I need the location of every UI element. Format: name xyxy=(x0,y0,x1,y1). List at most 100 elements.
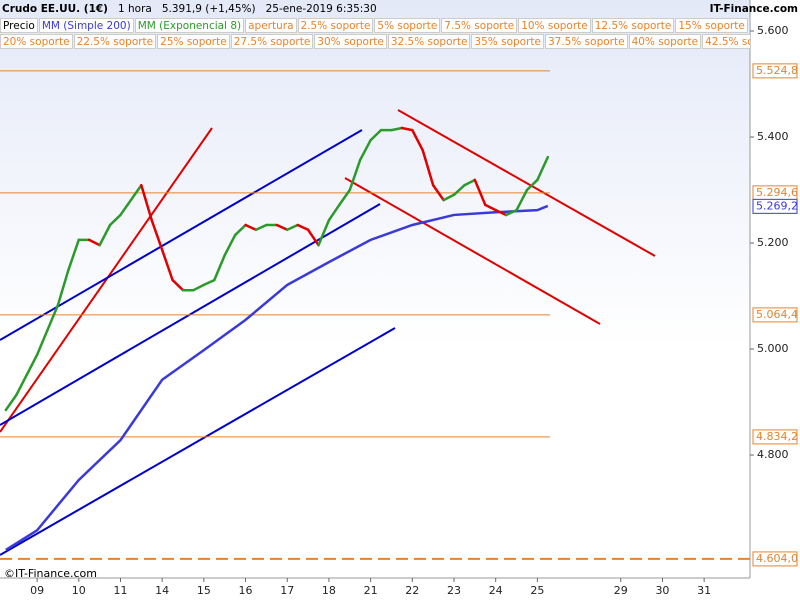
x-tick-label: 22 xyxy=(405,584,419,597)
ema8-segment xyxy=(98,223,112,247)
ema8-segment xyxy=(452,183,466,197)
x-tick-label: 09 xyxy=(30,584,44,597)
ema8-segment xyxy=(296,223,310,232)
trendline xyxy=(0,127,213,433)
header: Crudo EE.UU. (1€) 1 hora 5.391,9 (+1,45%… xyxy=(0,2,800,17)
legend-item: 7.5% soporte xyxy=(441,18,518,33)
level-label: 4.834,2 xyxy=(756,430,798,443)
ema8-segment xyxy=(327,203,341,222)
ema8-segment xyxy=(275,223,289,232)
level-label-box xyxy=(752,307,798,323)
y-tick-label: 5.200 xyxy=(757,236,789,249)
legend-item: 17.5% soporte xyxy=(748,18,750,33)
ema8-segment xyxy=(223,233,237,257)
legend-item: 12.5% soporte xyxy=(591,18,675,33)
ema8-segment xyxy=(171,278,185,292)
legend-item: 10% soporte xyxy=(518,18,591,33)
x-tick-label: 21 xyxy=(364,584,378,597)
level-label-box xyxy=(752,429,798,445)
legend-item: MM (Exponencial 8) xyxy=(134,18,245,33)
interval: 1 hora xyxy=(117,3,152,15)
ema8-segment xyxy=(525,178,539,192)
y-tick-label: 4.800 xyxy=(757,448,789,461)
legend-item: 2.5% soporte xyxy=(297,18,374,33)
plot-background xyxy=(0,0,750,578)
legend-item: 15% soporte xyxy=(675,18,748,33)
ema8-segment xyxy=(338,188,352,207)
watermark: ©IT-Finance.com xyxy=(4,567,97,580)
x-tick-label: 30 xyxy=(655,584,669,597)
ema8-segment xyxy=(494,208,508,217)
ema8-segment xyxy=(150,218,164,252)
legend-item: 30% soporte xyxy=(314,34,387,49)
ma200-line xyxy=(5,204,549,551)
legend-item: 42.5% soporte xyxy=(702,34,750,49)
legend-item: 20% soporte xyxy=(0,34,73,49)
ema8-segment xyxy=(46,303,60,332)
legend-item: 40% soporte xyxy=(628,34,702,49)
ema8-segment xyxy=(317,218,331,247)
y-tick-label: 5.000 xyxy=(757,342,789,355)
ema8-segment xyxy=(119,198,133,217)
ema8-segment xyxy=(285,223,299,232)
legend-item: 22.5% soporte xyxy=(73,34,157,49)
level-label-box xyxy=(752,551,798,567)
ema8-segment xyxy=(15,373,28,397)
source: IT-Finance.com xyxy=(709,3,798,15)
level-label-box xyxy=(752,63,798,79)
ema8-segment xyxy=(129,183,143,202)
x-tick-label: 16 xyxy=(239,584,253,597)
ema8-segment xyxy=(192,283,206,292)
title: Crudo EE.UU. (1€) xyxy=(2,3,108,15)
legend: Precio MM (Simple 200) MM (Exponencial 8… xyxy=(0,18,750,33)
legend-item: MM (Simple 200) xyxy=(38,18,134,33)
trendline xyxy=(0,327,396,556)
trendline xyxy=(344,177,601,325)
x-tick-label: 18 xyxy=(322,584,336,597)
ema8-segment xyxy=(484,203,497,212)
ema8-segment xyxy=(358,138,372,162)
ema8-segment xyxy=(421,149,435,187)
y-tick-label: 5.600 xyxy=(757,24,789,37)
ema8-segment xyxy=(35,328,49,357)
last-value-label: 5.269,2 xyxy=(756,199,798,212)
level-label: 4.604,0 xyxy=(756,552,798,565)
x-tick-label: 10 xyxy=(72,584,86,597)
x-tick-label: 11 xyxy=(113,584,127,597)
ema8-segment xyxy=(536,155,550,182)
trendline xyxy=(397,109,656,257)
level-label: 5.294,6 xyxy=(756,186,798,199)
last-price: 5.391,9 (+1,45%) xyxy=(161,3,256,15)
ema8-segment xyxy=(463,178,477,187)
y-tick-label: 5.400 xyxy=(757,130,789,143)
level-label: 5.524,8 xyxy=(756,64,798,77)
x-tick-label: 24 xyxy=(489,584,503,597)
legend-item: apertura xyxy=(245,18,297,33)
x-tick-label: 15 xyxy=(197,584,211,597)
ema8-segment xyxy=(369,128,383,142)
legend: 20% soporte 22.5% soporte 25% soporte 27.5%… xyxy=(0,34,750,49)
ema8-segment xyxy=(233,223,247,237)
ema8-segment xyxy=(108,213,122,227)
ema8-segment xyxy=(411,128,424,152)
x-tick-label: 17 xyxy=(280,584,294,597)
ema8-segment xyxy=(67,238,81,272)
level-label: 5.064,4 xyxy=(756,308,798,321)
ema8-segment xyxy=(160,248,174,282)
ema8-segment xyxy=(442,193,456,202)
legend-item: Precio xyxy=(0,18,38,33)
legend-item: 37.5% soporte xyxy=(544,34,628,49)
ema8-segment xyxy=(390,126,404,132)
ema8-segment xyxy=(87,238,101,247)
ema8-segment xyxy=(4,393,18,412)
ema8-segment xyxy=(213,253,226,282)
ema8-segment xyxy=(306,228,320,247)
x-tick-label: 31 xyxy=(697,584,711,597)
last-value-box xyxy=(752,198,798,214)
x-tick-label: 14 xyxy=(155,584,169,597)
legend-item: 5% soporte xyxy=(374,18,441,33)
ema8-segment xyxy=(25,353,39,377)
ema8-segment xyxy=(515,188,529,212)
